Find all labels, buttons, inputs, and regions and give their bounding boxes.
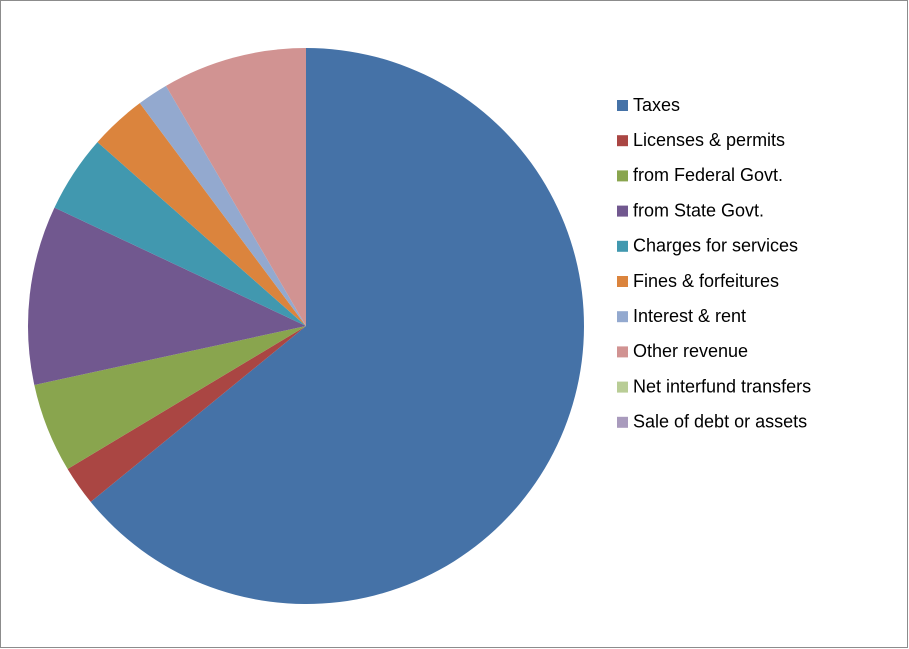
legend-swatch — [617, 135, 628, 147]
legend-label: Taxes — [633, 95, 680, 115]
pie-slice — [97, 103, 307, 327]
legend-label: Licenses & permits — [633, 130, 785, 150]
legend-label: Interest & rent — [633, 306, 746, 326]
legend-swatch — [617, 205, 628, 217]
legend-label: from Federal Govt. — [633, 165, 783, 185]
pie-slice — [27, 207, 306, 385]
legend-label: Other revenue — [633, 341, 748, 361]
legend-label: from State Govt. — [633, 200, 764, 220]
legend-swatch — [617, 276, 628, 287]
legend-label: Net interfund transfers — [633, 376, 811, 396]
legend-label: Fines & forfeitures — [633, 271, 779, 291]
legend-swatch — [617, 416, 628, 428]
pie-slice — [67, 326, 306, 502]
legend-swatch — [617, 170, 628, 182]
legend-swatch — [617, 240, 628, 252]
pie-slice — [90, 48, 585, 605]
legend-swatch — [617, 346, 628, 358]
legend-swatch — [617, 381, 628, 393]
pie-slice — [139, 85, 306, 327]
pie-slice — [34, 326, 307, 470]
legend-label: Sale of debt or assets — [633, 412, 807, 432]
legend-swatch — [617, 100, 628, 111]
pie-slice — [54, 142, 306, 326]
legend-swatch — [617, 311, 628, 323]
legend-label: Charges for services — [633, 236, 798, 256]
pie-slice — [165, 48, 306, 326]
